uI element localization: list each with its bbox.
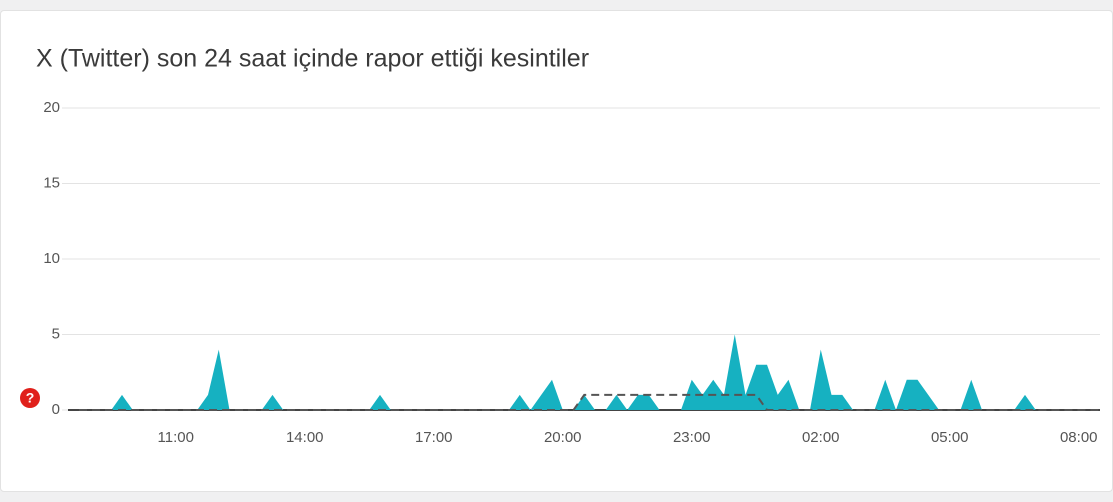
help-icon: [20, 388, 40, 408]
x-tick-label: 08:00: [1060, 429, 1098, 446]
x-tick-label: 02:00: [802, 429, 840, 446]
x-tick-label: 14:00: [286, 429, 324, 446]
x-tick-label: 17:00: [415, 429, 453, 446]
baseline-line: [79, 393, 1101, 411]
x-tick-label: 23:00: [673, 429, 711, 446]
report-area: [79, 334, 1101, 410]
x-tick-label: 20:00: [544, 429, 582, 446]
y-tick-label: 15: [43, 174, 60, 191]
chart-title: X (Twitter) son 24 saat içinde rapor ett…: [36, 45, 589, 73]
y-tick-label: 20: [43, 99, 60, 116]
y-tick-label: 10: [43, 250, 60, 267]
x-tick-label: 11:00: [158, 429, 194, 446]
card: [0, 10, 1113, 492]
y-tick-label: 5: [52, 325, 60, 342]
x-tick-label: 05:00: [931, 429, 969, 446]
help-icon-label: ?: [26, 390, 35, 406]
y-tick-label: 0: [52, 401, 60, 418]
